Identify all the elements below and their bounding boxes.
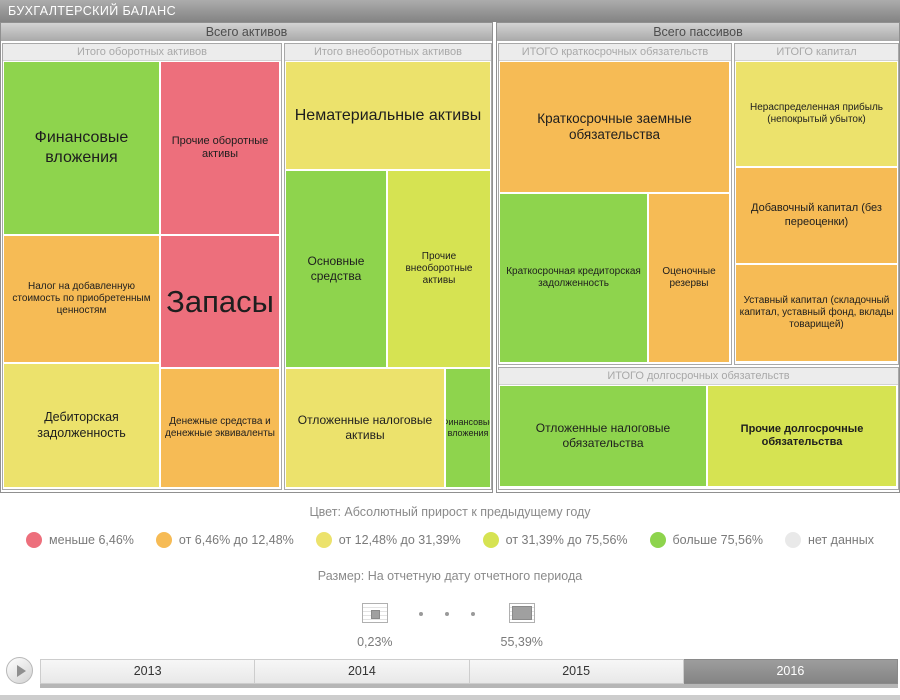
dot-icon bbox=[470, 612, 475, 616]
longterm-liabilities-header: ИТОГО долгосрочных обязательств bbox=[499, 368, 898, 385]
cell-kratkosrochnye-zaemnye-obyazatelstva[interactable]: Краткосрочные заемные обязательства bbox=[500, 62, 729, 192]
size-max-item: 55,39% bbox=[501, 603, 543, 649]
cell-ocenochnye-rezervy[interactable]: Оценочные резервы bbox=[649, 194, 729, 362]
cell-nds-po-priobretennym-cennostyam[interactable]: Налог на добавленную стоимость по приобр… bbox=[4, 236, 159, 362]
cell-prochie-oborotnye-aktivy[interactable]: Прочие оборотные активы bbox=[161, 62, 279, 234]
year-segment-2016[interactable]: 2016 bbox=[683, 659, 898, 684]
size-min-label: 0,23% bbox=[357, 635, 393, 649]
size-legend-title: Размер: На отчетную дату отчетного перио… bbox=[317, 569, 583, 583]
shortterm-liabilities-panel: ИТОГО краткосрочных обязательств Краткос… bbox=[498, 43, 732, 365]
cell-osnovnye-sredstva[interactable]: Основные средства bbox=[286, 171, 386, 367]
longterm-liabilities-panel: ИТОГО долгосрочных обязательств Отложенн… bbox=[498, 367, 899, 490]
legend-item-nodata: нет данных bbox=[785, 532, 874, 548]
legend-item-red: меньше 6,46% bbox=[26, 532, 134, 548]
legend-label: от 31,39% до 75,56% bbox=[505, 533, 628, 547]
size-legend-row: 0,23% 55,39% bbox=[0, 603, 900, 649]
legend-item-orange: от 6,46% до 12,48% bbox=[155, 532, 294, 548]
play-button[interactable] bbox=[6, 657, 33, 684]
timeline: 2013 2014 2015 2016 bbox=[40, 659, 898, 684]
current-assets-header: Итого оборотных активов bbox=[3, 44, 281, 61]
legend-label: от 6,46% до 12,48% bbox=[178, 533, 294, 547]
small-treemap-icon bbox=[361, 603, 388, 623]
size-min-item: 0,23% bbox=[357, 603, 393, 649]
cell-otlozhennye-nalogovye-obyazatelstva[interactable]: Отложенные налоговые обязательства bbox=[500, 386, 706, 486]
year-segment-2013[interactable]: 2013 bbox=[40, 659, 256, 684]
cell-otlozhennye-nalogovye-aktivy[interactable]: Отложенные налоговые активы bbox=[286, 369, 444, 487]
dot-icon bbox=[444, 612, 449, 616]
capital-panel: ИТОГО капитал Нераспределенная прибыль (… bbox=[734, 43, 899, 365]
noncurrent-assets-panel: Итого внеоборотных активов Нематериальны… bbox=[284, 43, 492, 490]
page-title: БУХГАЛТЕРСКИЙ БАЛАНС bbox=[0, 0, 900, 22]
assets-group-header: Всего активов bbox=[1, 23, 492, 41]
legend-item-yellowgreen: от 31,39% до 75,56% bbox=[482, 532, 628, 548]
size-dots bbox=[418, 603, 475, 616]
legend-section: Цвет: Абсолютный прирост к предыдущему г… bbox=[0, 497, 900, 649]
cell-finansovye-vlozheniya-vneoborotnye[interactable]: Финансовые вложения bbox=[446, 369, 490, 487]
bottom-strip bbox=[0, 695, 900, 700]
legend-label: меньше 6,46% bbox=[49, 533, 134, 547]
assets-group-body: Итого оборотных активов Финансовые вложе… bbox=[1, 41, 492, 492]
year-segment-2014[interactable]: 2014 bbox=[255, 659, 470, 684]
cell-finansovye-vlozheniya[interactable]: Финансовые вложения bbox=[4, 62, 159, 234]
cell-ustavnyj-kapital[interactable]: Уставный капитал (складочный капитал, ус… bbox=[736, 265, 897, 361]
noncurrent-assets-header: Итого внеоборотных активов bbox=[285, 44, 491, 61]
current-assets-panel: Итого оборотных активов Финансовые вложе… bbox=[2, 43, 282, 490]
gray-circle-icon bbox=[785, 532, 802, 548]
cell-denezhnye-sredstva[interactable]: Денежные средства и денежные эквиваленты bbox=[161, 369, 279, 487]
yellowgreen-circle-icon bbox=[482, 532, 499, 548]
legend-label: нет данных bbox=[808, 533, 874, 547]
shortterm-liabilities-header: ИТОГО краткосрочных обязательств bbox=[499, 44, 731, 61]
cell-prochie-vneoborotnye-aktivy[interactable]: Прочие внеоборотные активы bbox=[388, 171, 490, 367]
liabilities-group-header: Всего пассивов bbox=[497, 23, 899, 41]
assets-group: Всего активов Итого оборотных активов Фи… bbox=[0, 22, 493, 493]
timeline-underline bbox=[40, 684, 898, 688]
orange-circle-icon bbox=[155, 532, 172, 548]
liabilities-group: Всего пассивов ИТОГО краткосрочных обяза… bbox=[496, 22, 900, 493]
color-legend-row: меньше 6,46% от 6,46% до 12,48% от 12,48… bbox=[0, 532, 900, 548]
cell-neraspredelennaya-pribyl[interactable]: Нераспределенная прибыль (непокрытый убы… bbox=[736, 62, 897, 166]
liabilities-group-body: ИТОГО краткосрочных обязательств Краткос… bbox=[497, 41, 899, 492]
cell-zapasy[interactable]: Запасы bbox=[161, 236, 279, 367]
cell-prochie-dolgosrochnye-obyazatelstva[interactable]: Прочие долгосрочные обязательства bbox=[708, 386, 896, 486]
yellow-circle-icon bbox=[315, 532, 332, 548]
color-legend-title: Цвет: Абсолютный прирост к предыдущему г… bbox=[309, 505, 591, 519]
large-treemap-icon bbox=[508, 603, 535, 623]
cell-nematerialnye-aktivy[interactable]: Нематериальные активы bbox=[286, 62, 490, 169]
year-segment-2015[interactable]: 2015 bbox=[469, 659, 684, 684]
green-circle-icon bbox=[649, 532, 666, 548]
cell-dobavochnyj-kapital[interactable]: Добавочный капитал (без переоценки) bbox=[736, 168, 897, 263]
red-circle-icon bbox=[26, 532, 43, 548]
capital-header: ИТОГО капитал bbox=[735, 44, 898, 61]
dot-icon bbox=[418, 612, 423, 616]
legend-label: от 12,48% до 31,39% bbox=[338, 533, 461, 547]
legend-item-yellow: от 12,48% до 31,39% bbox=[315, 532, 461, 548]
legend-item-green: больше 75,56% bbox=[649, 532, 764, 548]
cell-debitorskaya-zadolzhennost[interactable]: Дебиторская задолженность bbox=[4, 364, 159, 487]
cell-kratkosrochnaya-kreditorskaya-zadolzhennost[interactable]: Краткосрочная кредиторская задолженность bbox=[500, 194, 647, 362]
size-max-label: 55,39% bbox=[500, 635, 543, 649]
legend-label: больше 75,56% bbox=[672, 533, 764, 547]
